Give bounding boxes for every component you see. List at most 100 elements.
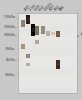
Bar	[18, 61, 77, 62]
Bar	[18, 41, 77, 42]
Bar	[18, 31, 77, 32]
Bar	[18, 82, 77, 83]
Bar	[31, 24, 35, 36]
Bar	[18, 49, 77, 50]
Bar	[18, 67, 77, 68]
Bar	[18, 91, 77, 92]
Bar	[26, 54, 30, 58]
Bar	[56, 31, 60, 37]
Bar	[41, 26, 45, 34]
Bar	[18, 19, 77, 20]
Bar	[18, 81, 77, 82]
Bar	[18, 34, 77, 35]
Text: - TaS1R1: - TaS1R1	[78, 34, 82, 38]
Text: MCF7: MCF7	[48, 4, 56, 12]
Bar	[27, 18, 30, 21]
Bar	[18, 77, 77, 78]
Bar	[18, 39, 77, 40]
Bar	[18, 80, 77, 81]
Bar	[18, 63, 77, 64]
Bar	[18, 27, 77, 28]
Bar	[18, 22, 77, 23]
Bar	[36, 29, 39, 31]
Bar	[18, 59, 77, 60]
Bar	[51, 33, 54, 34]
Text: 170kDa-: 170kDa-	[3, 16, 17, 20]
Bar	[18, 24, 77, 25]
Bar	[18, 56, 77, 57]
Bar	[18, 72, 77, 73]
Bar	[18, 53, 77, 54]
Bar	[18, 21, 77, 22]
Text: 40kDa-: 40kDa-	[5, 72, 17, 76]
Bar	[18, 25, 77, 26]
Bar	[18, 84, 77, 85]
Bar	[18, 74, 77, 75]
Bar	[18, 87, 77, 88]
Text: 55kDa-: 55kDa-	[5, 58, 17, 62]
Text: K562: K562	[53, 4, 61, 12]
Bar	[26, 63, 30, 66]
Bar	[35, 26, 39, 34]
Bar	[18, 57, 77, 58]
Bar	[46, 31, 50, 36]
Bar	[51, 32, 55, 35]
Bar	[18, 60, 77, 61]
Text: A549: A549	[24, 4, 32, 12]
Bar	[18, 28, 77, 29]
Bar	[18, 42, 77, 43]
Bar	[26, 15, 30, 24]
Bar	[18, 71, 77, 72]
Bar	[21, 20, 25, 27]
Bar	[41, 29, 45, 31]
Bar	[18, 13, 77, 93]
Bar	[18, 88, 77, 89]
Bar	[18, 30, 77, 31]
Bar	[21, 44, 25, 50]
Bar	[18, 52, 77, 53]
Bar	[18, 17, 77, 18]
Bar	[18, 58, 77, 59]
Text: 100kDa-: 100kDa-	[3, 34, 17, 38]
Bar	[18, 15, 77, 16]
Bar	[18, 18, 77, 19]
Bar	[18, 35, 77, 36]
Bar	[18, 78, 77, 79]
Bar	[35, 40, 39, 44]
Bar	[18, 55, 77, 56]
Bar	[18, 65, 77, 66]
Bar	[18, 62, 77, 63]
Bar	[18, 20, 77, 21]
Bar	[18, 79, 77, 80]
Bar	[27, 64, 30, 65]
Bar	[32, 28, 35, 32]
Bar	[18, 73, 77, 74]
Bar	[18, 23, 77, 24]
Bar	[57, 33, 60, 35]
Bar	[22, 22, 25, 24]
Bar	[18, 13, 77, 14]
Bar	[18, 43, 77, 44]
Bar	[18, 51, 77, 52]
Bar	[18, 32, 77, 33]
Bar	[27, 55, 30, 57]
Bar	[18, 69, 77, 70]
Bar	[18, 37, 77, 38]
Bar	[22, 46, 25, 48]
Bar	[18, 54, 77, 55]
Text: 70kDa-: 70kDa-	[5, 47, 17, 51]
Bar	[46, 33, 50, 34]
Bar	[18, 75, 77, 76]
Bar	[18, 26, 77, 27]
Bar	[56, 60, 60, 68]
Text: HEK293: HEK293	[43, 2, 54, 12]
Bar	[18, 40, 77, 41]
Bar	[18, 66, 77, 67]
Bar	[18, 70, 77, 71]
Bar	[18, 29, 77, 30]
Bar	[18, 86, 77, 87]
Text: Jurkat: Jurkat	[29, 4, 37, 12]
Bar	[18, 47, 77, 48]
Bar	[18, 90, 77, 91]
Bar	[18, 85, 77, 86]
